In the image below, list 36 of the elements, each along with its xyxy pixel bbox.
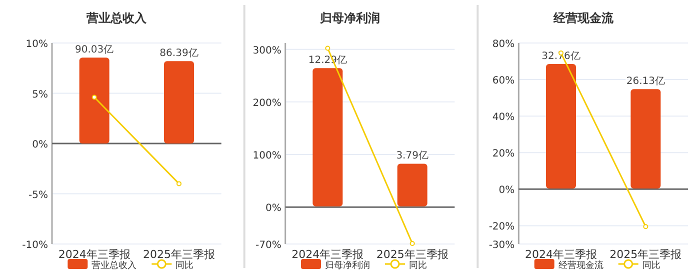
chart-title: 营业总收入	[86, 11, 148, 25]
x-tick-label: 2025年三季报	[610, 248, 682, 261]
text: 80%	[492, 39, 515, 50]
text: -70%	[255, 240, 282, 251]
legend-label: 同比	[642, 260, 660, 271]
text: 10%	[26, 39, 48, 50]
data-label: 86.39亿	[160, 48, 198, 60]
text: 200%	[252, 98, 282, 109]
legend-label: 同比	[176, 260, 194, 271]
x-tick-label: 2025年三季报	[143, 248, 215, 261]
legend-label: 营业总收入	[92, 260, 137, 271]
data-label: 3.79亿	[396, 150, 428, 162]
text: -10%	[22, 240, 48, 251]
legend-label: 同比	[409, 260, 427, 271]
text: 300%	[252, 45, 282, 56]
text: 40%	[492, 112, 515, 124]
text: 60%	[492, 76, 515, 87]
text: 0%	[32, 140, 48, 150]
text: 0%	[498, 185, 515, 196]
text: 20%	[492, 148, 515, 160]
data-label: 26.13亿	[626, 76, 665, 88]
chart-title: 经营现金流	[552, 11, 614, 25]
text: -30%	[488, 240, 515, 251]
text: -20%	[488, 222, 515, 233]
x-tick-label: 2024年三季报	[525, 248, 597, 261]
text: -5%	[28, 190, 48, 201]
x-tick-label: 2024年三季报	[58, 248, 130, 261]
x-tick-label: 2024年三季报	[292, 248, 364, 261]
text: 100%	[252, 150, 282, 162]
x-tick-label: 2025年三季报	[376, 248, 448, 261]
chart-title: 归母净利润	[319, 11, 380, 25]
legend-label: 经营现金流	[558, 260, 604, 271]
text: 0%	[265, 203, 282, 214]
legend-label: 归母净利润	[325, 260, 370, 271]
text: 5%	[32, 89, 48, 100]
data-label: 90.03亿	[75, 44, 114, 56]
